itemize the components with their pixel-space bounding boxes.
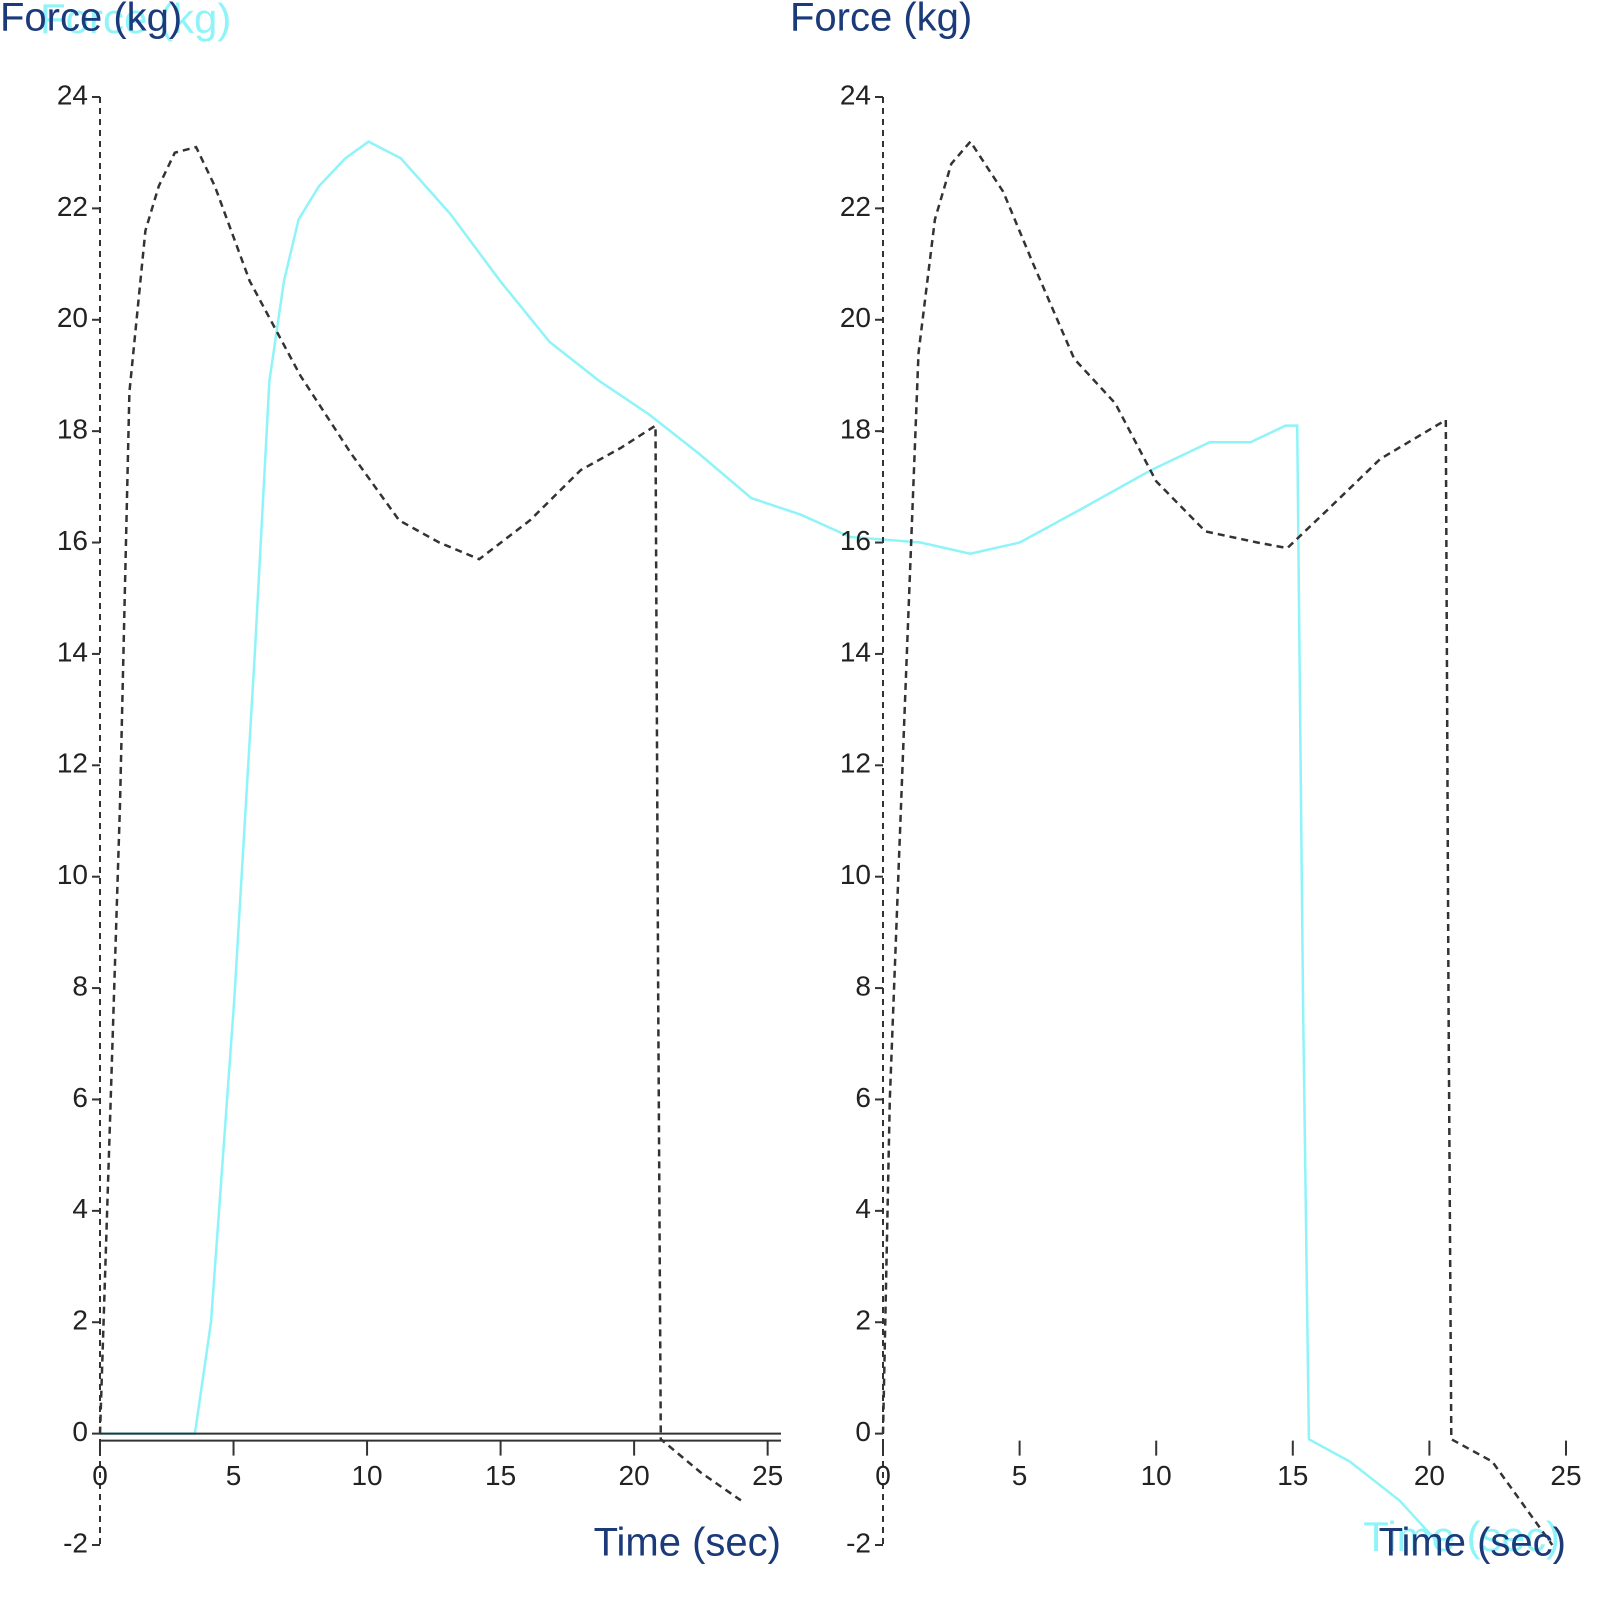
y-axis-label: Force (kg) xyxy=(790,0,972,40)
y-tick-label: 22 xyxy=(840,191,871,222)
x-tick-label: 5 xyxy=(1012,1460,1028,1491)
y-tick-label: 18 xyxy=(57,414,88,445)
y-tick-label: 20 xyxy=(57,302,88,333)
y-tick-label: 0 xyxy=(855,1416,871,1447)
y-tick-label: -2 xyxy=(846,1527,871,1558)
y-tick-label: 16 xyxy=(57,525,88,556)
y-tick-label: 8 xyxy=(855,970,871,1001)
y-tick-label: 14 xyxy=(57,636,88,667)
y-tick-label: 16 xyxy=(840,525,871,556)
y-tick-label: 22 xyxy=(57,191,88,222)
x-tick-label: 0 xyxy=(875,1460,891,1491)
x-tick-label: 5 xyxy=(226,1460,242,1491)
y-tick-label: 4 xyxy=(855,1193,871,1224)
y-tick-label: 2 xyxy=(855,1305,871,1336)
x-tick-label: 20 xyxy=(1414,1460,1445,1491)
x-tick-label: 25 xyxy=(752,1460,783,1491)
y-tick-label: 6 xyxy=(855,1082,871,1113)
y-tick-label: 10 xyxy=(840,859,871,890)
data-line xyxy=(98,145,742,1502)
y-tick-label: 12 xyxy=(57,748,88,779)
y-tick-label: 20 xyxy=(840,302,871,333)
y-axis-label: Force (kg) xyxy=(40,0,231,42)
x-tick-label: 15 xyxy=(1277,1460,1308,1491)
y-tick-label: 4 xyxy=(72,1193,88,1224)
x-tick-label: 15 xyxy=(485,1460,516,1491)
y-tick-label: 6 xyxy=(72,1082,88,1113)
y-tick-label: 8 xyxy=(72,970,88,1001)
y-tick-label: 24 xyxy=(840,79,871,110)
x-axis-label: Time (sec) xyxy=(1379,1521,1566,1565)
y-tick-label: 0 xyxy=(72,1416,88,1447)
x-tick-label: 10 xyxy=(351,1460,382,1491)
y-axis-label: Force (kg) xyxy=(0,0,182,40)
y-tick-label: 2 xyxy=(72,1305,88,1336)
y-tick-label: 14 xyxy=(840,636,871,667)
data-line xyxy=(100,140,1442,1546)
y-tick-label: 24 xyxy=(57,79,88,110)
x-tick-label: 25 xyxy=(1550,1460,1581,1491)
x-tick-label: 20 xyxy=(619,1460,650,1491)
x-tick-label: 10 xyxy=(1141,1460,1172,1491)
y-tick-label: 18 xyxy=(840,414,871,445)
y-tick-label: 10 xyxy=(57,859,88,890)
x-tick-label: 0 xyxy=(92,1460,108,1491)
y-tick-label: -2 xyxy=(63,1527,88,1558)
x-axis-label: Time (sec) xyxy=(594,1521,781,1565)
y-tick-label: 12 xyxy=(840,748,871,779)
data-line xyxy=(881,139,1554,1546)
x-axis-label: Time (sec) xyxy=(1363,1513,1560,1560)
